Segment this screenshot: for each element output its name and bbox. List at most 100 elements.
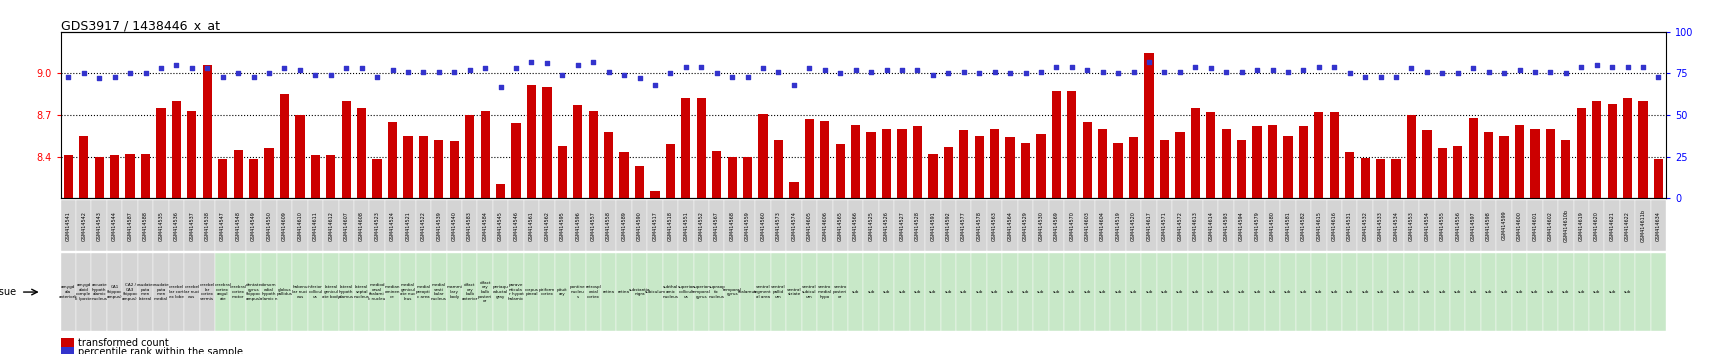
Text: GSM414549: GSM414549 [251,211,256,241]
Point [1011,71,1039,76]
Point [1474,69,1502,75]
Text: caudate
puta
men
lateral: caudate puta men lateral [137,283,154,301]
Text: GSM414544: GSM414544 [113,211,118,241]
Point [734,74,762,80]
Bar [187,111,196,198]
Text: ventro
posteri
or: ventro posteri or [833,285,847,299]
Bar [357,108,365,198]
Text: medial
preopti
c area: medial preopti c area [416,285,431,299]
Point [549,72,577,78]
Text: GSM414578: GSM414578 [977,211,982,241]
Text: GSM414563: GSM414563 [992,211,998,241]
Point [1645,74,1673,80]
Bar [294,115,305,198]
Bar [1205,112,1216,198]
Bar [1531,129,1540,198]
Text: GSM414543: GSM414543 [97,211,102,241]
Bar [928,154,937,198]
Bar [1020,143,1031,198]
Text: lateral
genicul
ate body: lateral genicul ate body [322,285,339,299]
Text: GSM414582: GSM414582 [1301,211,1306,241]
Text: sub: sub [1469,290,1477,294]
Text: sub: sub [852,290,859,294]
Text: sub: sub [1578,290,1585,294]
Text: GSM414562: GSM414562 [544,211,549,241]
Text: GSM414548: GSM414548 [236,211,241,241]
Point [239,74,267,80]
Text: GSM414564: GSM414564 [1008,211,1013,241]
Text: GSM414556: GSM414556 [1455,211,1460,241]
Bar [681,98,691,198]
Text: GSM414520: GSM414520 [1131,211,1136,241]
Text: GSM414547: GSM414547 [220,211,225,241]
Text: ventral
subicul
um: ventral subicul um [802,285,818,299]
Text: GSM414537: GSM414537 [189,211,194,241]
Text: GSM414527: GSM414527 [899,211,904,241]
Bar [835,144,845,198]
Bar [1361,158,1370,198]
Point [1074,67,1102,73]
Bar [310,155,320,198]
Bar [558,145,566,198]
Point [1413,69,1441,75]
Bar [620,153,629,198]
Bar [171,101,182,198]
Bar [1114,143,1122,198]
Point [178,65,206,71]
Point [1367,74,1394,80]
Text: GSM414553: GSM414553 [1408,211,1413,241]
Text: sub: sub [1439,290,1446,294]
Point [750,65,778,71]
Point [904,67,932,73]
Text: sub: sub [1593,290,1600,294]
Text: ventro
medial
hypo: ventro medial hypo [818,285,831,299]
Point [471,65,499,71]
Bar [125,154,135,198]
Bar [774,140,783,198]
Text: percentile rank within the sample: percentile rank within the sample [78,347,242,354]
Bar [712,151,721,198]
Bar [1545,129,1555,198]
Text: GSM414567: GSM414567 [714,211,719,241]
Text: medial
vesti
bular
nucleus: medial vesti bular nucleus [431,283,447,301]
Point [842,67,869,73]
Text: sub: sub [991,290,998,294]
Text: GSM414554: GSM414554 [1424,211,1429,241]
Text: GSM414557: GSM414557 [591,211,596,241]
Text: sub: sub [1609,290,1616,294]
Point [1599,64,1626,70]
Bar [1391,159,1401,198]
Bar [882,129,892,198]
Text: GSM414592: GSM414592 [946,211,951,241]
Text: GSM414528: GSM414528 [914,211,920,241]
Text: ventral
pallid
um: ventral pallid um [771,285,786,299]
Bar [1516,125,1524,198]
Text: GSM414566: GSM414566 [854,211,857,241]
Point [409,69,436,75]
Text: GSM414589: GSM414589 [622,211,627,241]
Point [857,69,885,75]
Bar [1484,132,1493,198]
Text: GSM414561: GSM414561 [528,211,533,241]
Text: cerebel
lar nuci
eus: cerebel lar nuci eus [184,285,199,299]
Point [1583,62,1611,68]
Text: GSM414602: GSM414602 [1548,211,1554,241]
Text: GSM414552: GSM414552 [698,211,703,241]
Text: GSM414597: GSM414597 [1470,211,1476,241]
Text: GSM414596: GSM414596 [575,211,580,241]
Bar [1098,129,1107,198]
Text: sub: sub [1192,290,1199,294]
Point [1521,69,1548,75]
Bar [1268,125,1276,198]
Point [487,84,514,90]
Text: cerebel
lar
cortex
vermis: cerebel lar cortex vermis [199,283,215,301]
Point [1105,71,1133,76]
Text: GSM414539: GSM414539 [436,211,442,241]
Bar [1006,137,1015,198]
Text: sub: sub [1625,290,1632,294]
Text: sub: sub [1176,290,1183,294]
Text: sub: sub [1238,290,1245,294]
Point [518,59,546,65]
Text: GSM414523: GSM414523 [374,211,379,241]
Text: GSM414588: GSM414588 [144,211,147,241]
